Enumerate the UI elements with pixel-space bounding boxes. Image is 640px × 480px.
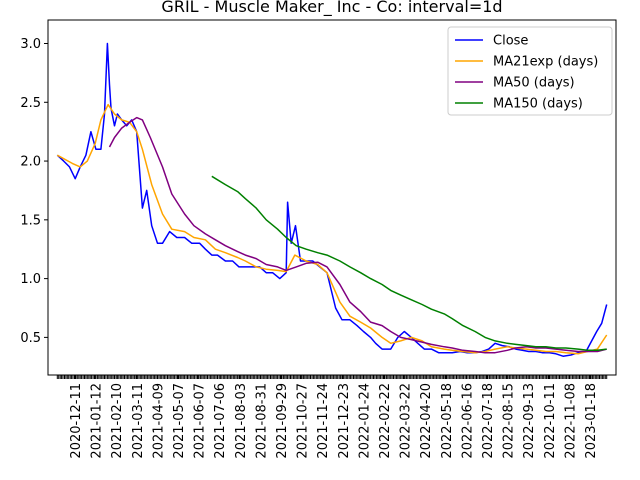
x-tick-label: 2021-05-07 <box>172 383 187 459</box>
x-tick-label: 2022-04-20 <box>419 383 434 459</box>
y-tick-label: 2.5 <box>20 96 41 111</box>
x-tick-label: 2020-12-11 <box>69 383 84 459</box>
chart-title: GRIL - Muscle Maker_ Inc - Co: interval=… <box>161 0 502 17</box>
x-tick-label: 2021-06-07 <box>193 383 208 459</box>
x-tick-label: 2021-07-06 <box>213 383 228 459</box>
legend-box <box>447 26 613 116</box>
x-tick-label: 2021-08-03 <box>234 383 249 459</box>
series-layer <box>56 42 608 357</box>
series-line-ma21exp-days <box>56 103 608 355</box>
y-tick-label: 1.0 <box>20 272 41 287</box>
x-tick-label: 2022-07-18 <box>481 383 496 459</box>
x-tick-label: 2022-03-22 <box>399 383 414 459</box>
y-tick-label: 1.5 <box>20 213 41 228</box>
legend-label-ma150-days: MA150 (days) <box>493 97 583 112</box>
legend-label-close: Close <box>493 34 528 49</box>
x-tick-label: 2022-10-11 <box>543 383 558 459</box>
x-tick-label: 2022-08-15 <box>502 383 517 459</box>
series-line-ma150-days <box>211 175 607 352</box>
x-tick-label: 2021-03-11 <box>131 383 146 459</box>
x-tick-label: 2021-10-27 <box>296 383 311 459</box>
legend-label-ma50-days: MA50 (days) <box>493 76 575 91</box>
legend-label-ma21exp-days: MA21exp (days) <box>493 55 598 70</box>
x-tick-label: 2022-11-08 <box>563 383 578 459</box>
x-tick-label: 2023-01-18 <box>584 383 599 459</box>
x-tick-label: 2021-04-09 <box>151 383 166 459</box>
x-tick-label: 2022-02-22 <box>378 383 393 459</box>
series-line-ma50-days <box>108 116 607 354</box>
y-tick-label: 2.0 <box>20 155 41 170</box>
x-axis: 2020-12-11 2021-01-12 2021-02-10 2021-03-11… <box>56 375 608 459</box>
x-minor-ticks <box>56 375 608 379</box>
y-tick-label: 3.0 <box>20 37 41 52</box>
x-tick-label: 2021-09-29 <box>275 383 290 459</box>
y-axis: 0.5 1.0 1.5 2.0 2.5 3.0 <box>20 37 48 346</box>
x-tick-label: 2021-12-23 <box>337 383 352 459</box>
y-tick-label: 0.5 <box>20 331 41 346</box>
x-tick-label: 2021-01-12 <box>90 383 105 459</box>
x-tick-label: 2021-08-31 <box>254 383 269 459</box>
x-tick-label: 2021-11-24 <box>316 383 331 459</box>
x-tick-label: 2022-05-18 <box>440 383 455 459</box>
x-tick-label: 2022-01-24 <box>357 383 372 459</box>
x-tick-label: 2022-06-16 <box>460 383 475 459</box>
legend: Close MA21exp (days) MA50 (days) MA150 (day… <box>447 26 613 116</box>
x-tick-label: 2022-09-13 <box>522 383 537 459</box>
x-tick-label: 2021-02-10 <box>110 383 125 459</box>
